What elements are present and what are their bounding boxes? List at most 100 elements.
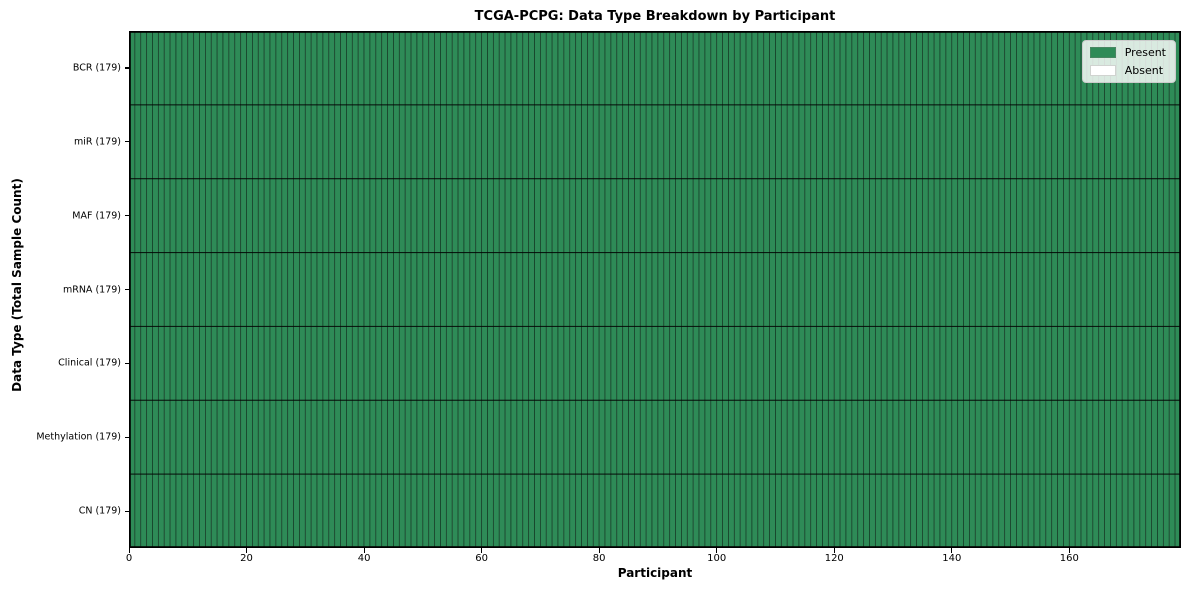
heatmap-cell — [916, 178, 923, 253]
heatmap-cell — [686, 31, 694, 106]
heatmap-cell — [639, 473, 647, 548]
heatmap-cell — [146, 178, 153, 253]
heatmap-cell — [1027, 178, 1035, 253]
heatmap-cell — [722, 31, 729, 106]
heatmap-cell — [1168, 326, 1176, 401]
heatmap-cell — [969, 252, 976, 327]
heatmap-cell — [316, 473, 324, 548]
heatmap-cell — [422, 31, 430, 106]
heatmap-cell — [1157, 178, 1164, 253]
heatmap-cell — [610, 31, 618, 106]
heatmap-cell — [563, 31, 571, 106]
heatmap-cell — [569, 252, 577, 327]
heatmap-cell — [739, 178, 747, 253]
heatmap-cell — [869, 31, 876, 106]
heatmap-cell — [416, 473, 424, 548]
heatmap-cell — [528, 473, 535, 548]
heatmap-cell — [569, 104, 577, 180]
heatmap-cell — [199, 399, 206, 475]
heatmap-cell — [1057, 399, 1064, 475]
heatmap-cell — [357, 252, 365, 327]
heatmap-cell — [451, 473, 459, 548]
heatmap-cell — [534, 178, 541, 253]
heatmap-cell — [381, 31, 388, 106]
heatmap-cell — [939, 31, 947, 106]
heatmap-cell — [833, 399, 841, 475]
heatmap-cell — [598, 473, 606, 548]
heatmap-cell — [387, 252, 394, 327]
heatmap-cell — [963, 326, 970, 401]
heatmap-cell — [869, 178, 876, 253]
heatmap-cell — [152, 178, 159, 253]
heatmap-cell — [193, 252, 200, 327]
heatmap-cell — [1115, 252, 1123, 327]
heatmap-cell — [445, 104, 453, 180]
heatmap-cell — [710, 178, 718, 253]
heatmap-cell — [428, 178, 436, 253]
heatmap-cell — [592, 326, 600, 401]
heatmap-cell — [851, 252, 859, 327]
heatmap-cell — [986, 326, 994, 401]
heatmap-cell — [1004, 31, 1011, 106]
heatmap-cell — [504, 31, 512, 106]
heatmap-cell — [681, 178, 688, 253]
heatmap-cell — [1021, 104, 1029, 180]
heatmap-cell — [140, 473, 148, 548]
heatmap-cell — [316, 31, 324, 106]
heatmap-cell — [916, 473, 923, 548]
heatmap-cell — [463, 104, 471, 180]
heatmap-cell — [434, 326, 441, 401]
heatmap-cell — [275, 31, 283, 106]
x-tick-label: 40 — [357, 553, 371, 564]
heatmap-cell — [1104, 178, 1111, 253]
heatmap-cell — [299, 31, 306, 106]
heatmap-cell — [551, 31, 559, 106]
heatmap-cell — [316, 252, 324, 327]
heatmap-cell — [275, 473, 283, 548]
heatmap-cell — [792, 31, 800, 106]
heatmap-cell — [651, 178, 659, 253]
heatmap-cell — [428, 31, 436, 106]
heatmap-cell — [1092, 104, 1100, 180]
heatmap-cell — [833, 326, 841, 401]
heatmap-cell — [728, 473, 735, 548]
heatmap-cell — [728, 104, 735, 180]
heatmap-cell — [228, 399, 236, 475]
heatmap-cell — [622, 326, 629, 401]
heatmap-cell — [234, 399, 242, 475]
heatmap-cell — [745, 473, 753, 548]
heatmap-cell — [492, 326, 500, 401]
heatmap-cell — [675, 31, 682, 106]
heatmap-cell — [857, 252, 865, 327]
heatmap-cell — [816, 326, 823, 401]
heatmap-cell — [310, 178, 318, 253]
heatmap-cell — [957, 178, 964, 253]
heatmap-cell — [275, 252, 283, 327]
heatmap-cell — [1080, 473, 1088, 548]
heatmap-cell — [163, 399, 171, 475]
heatmap-cell — [1098, 473, 1105, 548]
legend-label: Absent — [1124, 64, 1164, 77]
heatmap-cell — [939, 399, 947, 475]
heatmap-cell — [886, 252, 894, 327]
heatmap-cell — [1080, 104, 1088, 180]
heatmap-cell — [299, 473, 306, 548]
heatmap-cell — [193, 178, 200, 253]
heatmap-cell — [1063, 178, 1070, 253]
heatmap-cell — [845, 31, 853, 106]
heatmap-cell — [992, 399, 1000, 475]
heatmap-cell — [263, 178, 271, 253]
heatmap-cell — [622, 399, 629, 475]
heatmap-cell — [686, 473, 694, 548]
heatmap-cell — [587, 473, 594, 548]
heatmap-cell — [845, 104, 853, 180]
heatmap-cell — [751, 326, 759, 401]
heatmap-cell — [257, 473, 265, 548]
legend-entry: Absent — [1089, 64, 1166, 77]
heatmap-cell — [733, 178, 741, 253]
heatmap-cell — [246, 252, 253, 327]
heatmap-cell — [992, 104, 1000, 180]
heatmap-cell — [710, 399, 718, 475]
heatmap-cell — [827, 104, 835, 180]
heatmap-cell — [504, 178, 512, 253]
